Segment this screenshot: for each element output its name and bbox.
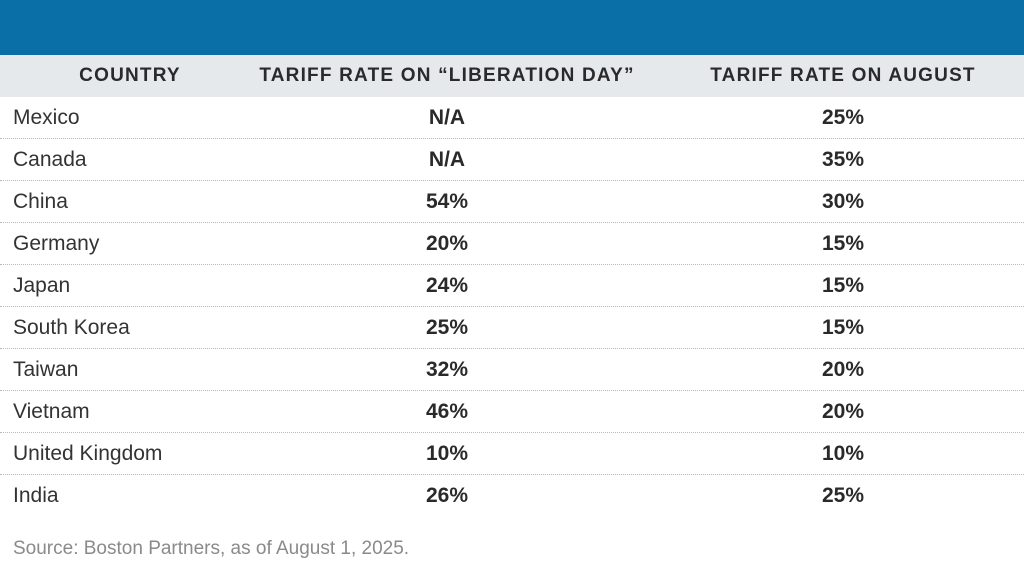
liberation-day-rate-cell: 32% bbox=[425, 358, 469, 381]
table-row: Canada N/A 35% bbox=[0, 139, 1024, 181]
title-band bbox=[0, 0, 1024, 55]
liberation-day-rate-cell: 26% bbox=[425, 484, 469, 507]
country-cell: China bbox=[13, 190, 68, 213]
liberation-day-rate-cell: N/A bbox=[428, 106, 466, 129]
country-cell: Mexico bbox=[13, 106, 80, 129]
table-header: COUNTRY TARIFF RATE ON “LIBERATION DAY” … bbox=[0, 55, 1024, 97]
source-note: Source: Boston Partners, as of August 1,… bbox=[13, 538, 410, 559]
country-cell: Japan bbox=[13, 274, 71, 297]
august-rate-cell: 15% bbox=[821, 232, 865, 255]
country-cell: United Kingdom bbox=[13, 442, 163, 465]
august-rate-cell: 10% bbox=[821, 442, 865, 465]
table-row: China 54% 30% bbox=[0, 181, 1024, 223]
table-row: Japan 24% 15% bbox=[0, 265, 1024, 307]
table-row: Taiwan 32% 20% bbox=[0, 349, 1024, 391]
liberation-day-rate-cell: N/A bbox=[428, 148, 466, 171]
table-row: Vietnam 46% 20% bbox=[0, 391, 1024, 433]
column-header-liberation-day: TARIFF RATE ON “LIBERATION DAY” bbox=[259, 65, 635, 86]
table-body: Mexico N/A 25% Canada N/A 35% China 54% … bbox=[0, 97, 1024, 517]
table-row: Mexico N/A 25% bbox=[0, 97, 1024, 139]
table-row: Germany 20% 15% bbox=[0, 223, 1024, 265]
liberation-day-rate-cell: 10% bbox=[425, 442, 469, 465]
country-cell: India bbox=[13, 484, 59, 507]
table-row: India 26% 25% bbox=[0, 475, 1024, 517]
august-rate-cell: 30% bbox=[821, 190, 865, 213]
liberation-day-rate-cell: 25% bbox=[425, 316, 469, 339]
table-row: South Korea 25% 15% bbox=[0, 307, 1024, 349]
august-rate-cell: 25% bbox=[821, 484, 865, 507]
liberation-day-rate-cell: 54% bbox=[425, 190, 469, 213]
august-rate-cell: 35% bbox=[821, 148, 865, 171]
country-cell: Canada bbox=[13, 148, 87, 171]
column-header-country: COUNTRY bbox=[79, 65, 181, 86]
august-rate-cell: 15% bbox=[821, 316, 865, 339]
liberation-day-rate-cell: 24% bbox=[425, 274, 469, 297]
table-row: United Kingdom 10% 10% bbox=[0, 433, 1024, 475]
column-header-august: TARIFF RATE ON AUGUST bbox=[710, 65, 976, 86]
august-rate-cell: 15% bbox=[821, 274, 865, 297]
august-rate-cell: 20% bbox=[821, 400, 865, 423]
country-cell: Germany bbox=[13, 232, 100, 255]
august-rate-cell: 20% bbox=[821, 358, 865, 381]
country-cell: Vietnam bbox=[13, 400, 90, 423]
country-cell: South Korea bbox=[13, 316, 130, 339]
liberation-day-rate-cell: 46% bbox=[425, 400, 469, 423]
liberation-day-rate-cell: 20% bbox=[425, 232, 469, 255]
country-cell: Taiwan bbox=[13, 358, 79, 381]
august-rate-cell: 25% bbox=[821, 106, 865, 129]
